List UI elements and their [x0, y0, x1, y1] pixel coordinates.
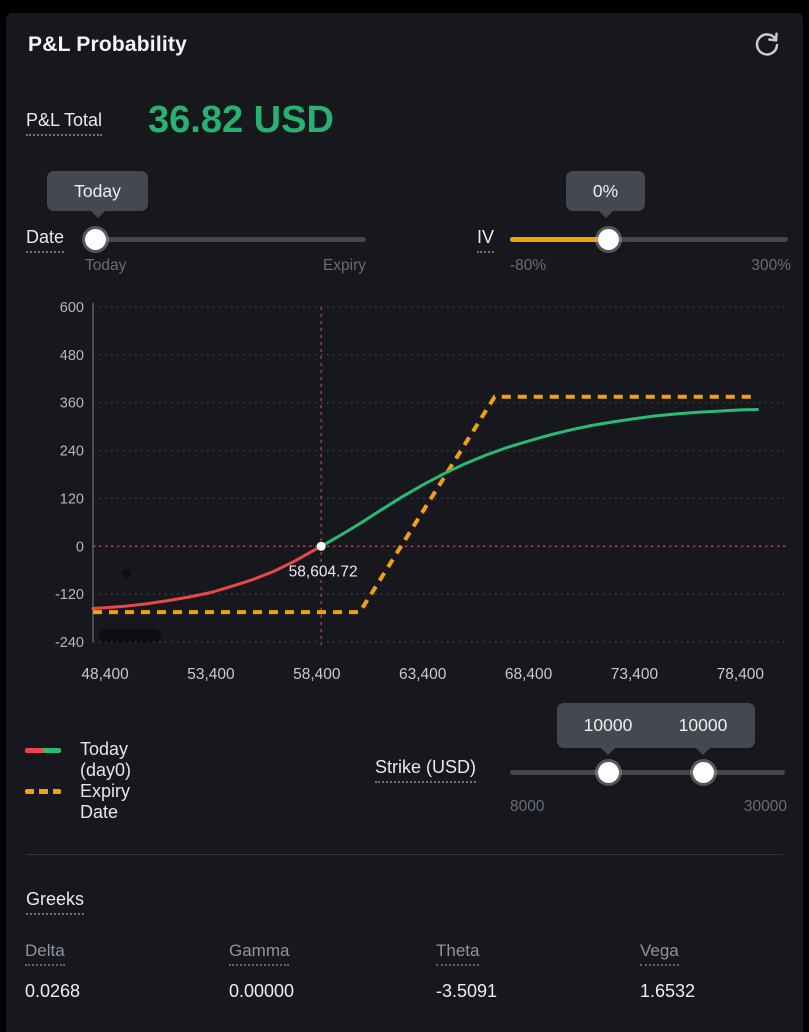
- expiry-line-swatch: [25, 789, 61, 794]
- date-slider-tooltip: Today: [47, 171, 148, 218]
- strike-min-label: 8000: [510, 798, 545, 815]
- y-tick-label: 480: [60, 348, 84, 364]
- iv-max-label: 300%: [751, 257, 791, 274]
- strike-max-label: 30000: [743, 798, 787, 815]
- strike-slider-tooltip: 10000 10000: [557, 703, 755, 755]
- pnl-probability-panel: P&L Probability P&L Total 36.82 USD Date…: [6, 13, 803, 1032]
- x-tick-label: 53,400: [187, 666, 235, 683]
- greek-theta: Theta -3.5091: [436, 941, 616, 1001]
- x-tick-label: 73,400: [611, 666, 659, 683]
- strike-slider-range-labels: 8000 30000: [510, 798, 787, 816]
- pnl-total-label[interactable]: P&L Total: [26, 110, 103, 136]
- pnl-chart[interactable]: -240 -120 0 120 240 360 480 600 48,400 53,400 58,4…: [6, 293, 803, 693]
- iv-slider-range-labels: -80% 300%: [510, 257, 791, 275]
- strike-slider-label[interactable]: Strike (USD): [375, 757, 477, 783]
- greek-delta-label[interactable]: Delta: [25, 941, 205, 966]
- greek-theta-value: -3.5091: [436, 981, 498, 1001]
- x-tick-label: 58,400: [293, 666, 341, 683]
- date-slider-handle[interactable]: [85, 229, 106, 250]
- strike-slider-track[interactable]: [510, 770, 785, 775]
- y-tick-label: 360: [60, 396, 84, 412]
- greek-gamma: Gamma 0.00000: [229, 941, 409, 1001]
- refresh-button[interactable]: [748, 27, 786, 65]
- greek-gamma-value: 0.00000: [229, 981, 295, 1001]
- greek-theta-label[interactable]: Theta: [436, 941, 616, 966]
- y-tick-label: -240: [55, 635, 84, 651]
- watermark-dot: [122, 569, 131, 578]
- iv-slider-tooltip: 0%: [566, 171, 645, 218]
- strike-slider-handle-high[interactable]: [693, 762, 714, 783]
- iv-slider-fill: [510, 237, 608, 242]
- y-tick-label: 120: [60, 491, 84, 507]
- date-min-label: Today: [85, 257, 127, 274]
- strike-slider-handle-low[interactable]: [598, 762, 619, 783]
- strike-high-tooltip-value: 10000: [678, 715, 728, 735]
- greek-vega-label[interactable]: Vega: [640, 941, 803, 966]
- strike-low-tooltip-value: 10000: [583, 715, 633, 735]
- watermark-logo: [99, 629, 161, 643]
- date-slider-track[interactable]: [85, 237, 366, 242]
- today-line-red: [91, 544, 323, 610]
- page-title: P&L Probability: [28, 33, 187, 56]
- breakeven-dot: [316, 541, 326, 551]
- today-line-green: [319, 408, 759, 548]
- y-tick-label: 240: [60, 444, 84, 460]
- date-max-label: Expiry: [322, 257, 366, 274]
- today-line-swatch: [25, 748, 61, 753]
- greek-vega-value: 1.6532: [640, 981, 696, 1001]
- section-divider: [26, 854, 783, 855]
- y-tick-label: 600: [60, 300, 84, 316]
- breakeven-label: 58,604.72: [289, 563, 358, 580]
- pnl-total-value: 36.82 USD: [148, 99, 334, 141]
- iv-min-label: -80%: [510, 257, 547, 274]
- date-slider-range-labels: Today Expiry: [85, 257, 366, 275]
- greek-vega: Vega 1.6532: [640, 941, 803, 1001]
- x-tick-label: 68,400: [505, 666, 553, 683]
- greek-gamma-label[interactable]: Gamma: [229, 941, 409, 966]
- expiry-line: [93, 394, 758, 615]
- legend-today-label: Today (day0): [80, 739, 132, 780]
- legend-expiry-label: Expiry Date: [80, 781, 131, 822]
- greeks-title[interactable]: Greeks: [26, 889, 85, 915]
- iv-slider-label[interactable]: IV: [477, 227, 495, 253]
- iv-slider-handle[interactable]: [598, 229, 619, 250]
- refresh-icon: [752, 30, 782, 63]
- x-tick-label: 78,400: [717, 666, 765, 683]
- date-slider-label[interactable]: Date: [26, 227, 65, 253]
- greek-delta-value: 0.0268: [25, 981, 81, 1001]
- y-tick-label: 0: [76, 539, 84, 555]
- iv-slider-track[interactable]: [510, 237, 788, 242]
- x-tick-label: 63,400: [399, 666, 447, 683]
- greek-delta: Delta 0.0268: [25, 941, 205, 1001]
- y-tick-label: -120: [55, 587, 84, 603]
- x-tick-label: 48,400: [81, 666, 129, 683]
